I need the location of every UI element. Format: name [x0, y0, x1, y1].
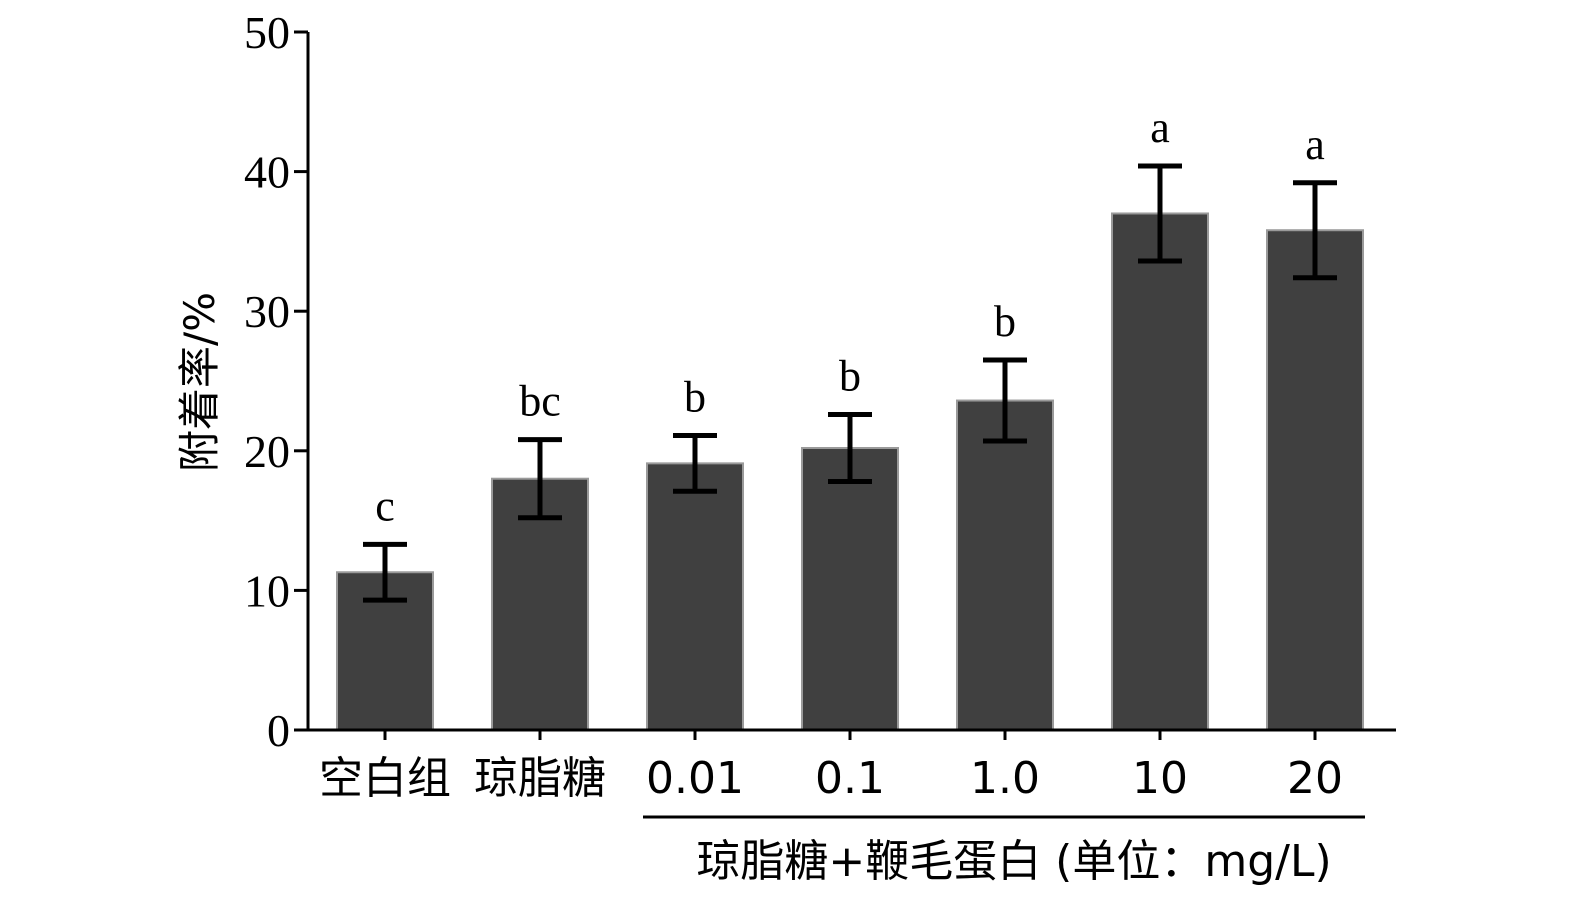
y-axis-title: 附着率/%: [175, 292, 224, 472]
category-label-2: 0.01: [646, 753, 744, 804]
bar-1: [491, 477, 589, 731]
error-bar-5: [1138, 163, 1182, 264]
error-bar-3: [828, 412, 872, 485]
error-bar-0: [363, 541, 407, 603]
labels-layer: 空白组 琼脂糖 0.01 0.1 1.0 10 20 0 10 20 30 40 50 附着率/% 琼脂糖+…: [175, 7, 1343, 887]
significance-label-0: c: [375, 481, 395, 530]
bars-layer: [336, 212, 1364, 732]
bar-3: [801, 447, 899, 731]
y-tick-label-4: 40: [244, 147, 290, 198]
bar-5: [1111, 212, 1209, 732]
significance-label-3: b: [839, 352, 861, 401]
y-tick-label-5: 50: [244, 7, 290, 58]
significance-label-2: b: [684, 372, 706, 421]
category-label-3: 0.1: [815, 753, 885, 804]
significance-label-5: a: [1150, 103, 1170, 152]
group-annotation-label: 琼脂糖+鞭毛蛋白 (单位：mg/L): [696, 836, 1331, 887]
category-label-4: 1.0: [970, 753, 1040, 804]
significance-labels-layer: c bc b b b a a: [375, 103, 1325, 530]
significance-label-1: bc: [519, 377, 561, 426]
error-bar-1: [518, 437, 562, 521]
axes-layer: [294, 30, 1396, 819]
error-bars-layer: [363, 163, 1337, 603]
error-bar-4: [983, 357, 1027, 444]
category-label-1: 琼脂糖: [474, 753, 606, 804]
y-tick-label-2: 20: [244, 426, 290, 477]
y-tick-label-0: 0: [267, 705, 290, 756]
bar-6: [1266, 229, 1364, 731]
category-label-0: 空白组: [319, 753, 451, 804]
y-tick-label-1: 10: [244, 565, 290, 616]
y-tick-label-3: 30: [244, 286, 290, 337]
error-bar-6: [1293, 180, 1337, 281]
bar-2: [646, 462, 744, 731]
category-label-6: 20: [1287, 753, 1343, 804]
significance-label-4: b: [994, 297, 1016, 346]
error-bar-2: [673, 432, 717, 494]
significance-label-6: a: [1305, 120, 1325, 169]
category-label-5: 10: [1132, 753, 1188, 804]
bar-4: [956, 399, 1054, 731]
